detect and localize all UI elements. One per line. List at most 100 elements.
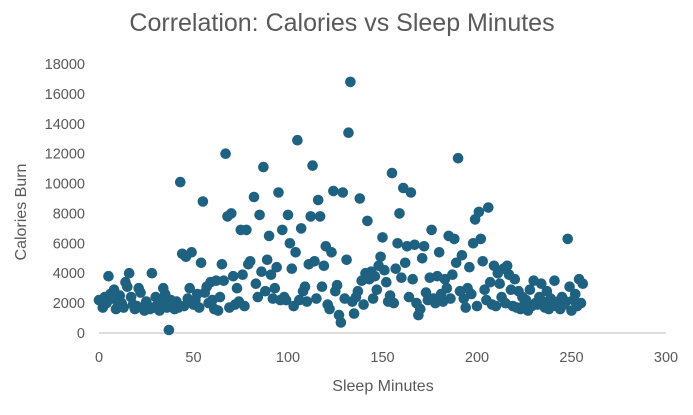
data-point xyxy=(284,238,296,249)
data-point xyxy=(316,281,328,293)
data-point xyxy=(377,232,388,243)
data-point xyxy=(494,278,506,290)
data-point xyxy=(261,254,273,266)
data-point xyxy=(524,284,536,296)
x-tick-label: 300 xyxy=(654,350,678,366)
data-point xyxy=(447,269,458,281)
y-tick-label: 10000 xyxy=(45,177,85,193)
data-point xyxy=(479,284,490,296)
data-point xyxy=(379,264,390,276)
chart-title: Correlation: Calories vs Sleep Minutes xyxy=(129,9,554,37)
data-point xyxy=(381,276,392,288)
data-point xyxy=(456,250,468,261)
data-point xyxy=(186,247,197,258)
data-point xyxy=(256,266,267,278)
data-point xyxy=(118,302,129,313)
data-point xyxy=(237,269,248,281)
data-point xyxy=(562,233,573,245)
data-point xyxy=(254,209,265,221)
data-point xyxy=(354,193,366,204)
data-point xyxy=(305,211,317,222)
data-point xyxy=(269,282,281,294)
data-point xyxy=(292,134,303,146)
y-tick-label: 8000 xyxy=(53,206,85,222)
data-point xyxy=(388,297,400,309)
y-tick-label: 4000 xyxy=(53,266,85,282)
x-tick-label: 0 xyxy=(95,350,103,366)
data-point xyxy=(564,281,575,293)
data-point xyxy=(405,187,417,198)
data-point xyxy=(241,224,252,236)
data-point xyxy=(277,224,288,236)
data-point xyxy=(258,161,269,173)
data-point xyxy=(103,270,114,282)
data-point xyxy=(231,282,243,294)
data-point xyxy=(252,291,264,303)
data-point xyxy=(367,293,379,304)
data-point xyxy=(341,254,352,266)
data-point xyxy=(343,127,354,138)
data-point xyxy=(337,187,349,198)
data-point xyxy=(307,160,318,171)
data-point xyxy=(445,293,456,304)
x-tick-label: 50 xyxy=(185,350,201,366)
x-tick-label: 250 xyxy=(559,350,583,366)
data-point xyxy=(348,308,360,319)
data-point xyxy=(570,288,581,300)
data-point xyxy=(135,287,146,298)
data-point xyxy=(375,251,386,263)
data-point xyxy=(248,191,260,203)
data-point xyxy=(475,233,487,245)
data-point xyxy=(426,224,437,236)
x-tick-label: 100 xyxy=(276,350,300,366)
data-point xyxy=(345,76,356,88)
data-point xyxy=(390,263,402,275)
data-point xyxy=(328,185,339,197)
data-point xyxy=(227,270,239,282)
y-axis-title: Calories Burn xyxy=(13,164,30,261)
data-point xyxy=(250,278,262,290)
data-point xyxy=(399,257,411,269)
data-point xyxy=(301,296,313,307)
y-tick-label: 0 xyxy=(77,326,85,342)
data-point xyxy=(193,302,205,313)
data-point xyxy=(197,196,209,207)
data-point xyxy=(358,299,369,310)
data-point xyxy=(271,261,283,273)
data-point xyxy=(299,281,311,293)
data-point xyxy=(146,267,158,279)
data-point xyxy=(473,206,485,218)
data-point xyxy=(490,300,502,312)
data-point xyxy=(212,305,224,316)
data-point xyxy=(163,324,175,336)
data-point xyxy=(418,241,430,252)
data-point xyxy=(452,152,464,164)
data-point xyxy=(265,269,277,281)
data-point xyxy=(369,270,381,282)
data-point xyxy=(290,247,301,258)
data-point xyxy=(483,202,494,213)
data-point xyxy=(403,291,415,303)
data-point xyxy=(577,278,589,290)
data-point xyxy=(331,279,343,291)
y-tick-label: 18000 xyxy=(45,57,85,73)
data-point xyxy=(214,291,226,303)
data-point xyxy=(575,297,587,309)
data-point xyxy=(396,272,407,284)
data-point xyxy=(549,275,560,287)
data-point xyxy=(123,267,135,279)
data-point xyxy=(263,230,275,242)
data-point xyxy=(501,260,513,272)
data-point xyxy=(362,215,373,227)
data-point xyxy=(509,273,521,285)
data-point xyxy=(311,293,322,304)
data-point xyxy=(216,259,228,270)
data-point xyxy=(318,260,330,272)
data-point xyxy=(286,263,298,275)
data-point xyxy=(484,276,496,288)
data-point xyxy=(471,300,483,312)
data-point xyxy=(122,281,133,293)
data-point xyxy=(195,257,207,269)
y-tick-label: 14000 xyxy=(45,117,85,133)
